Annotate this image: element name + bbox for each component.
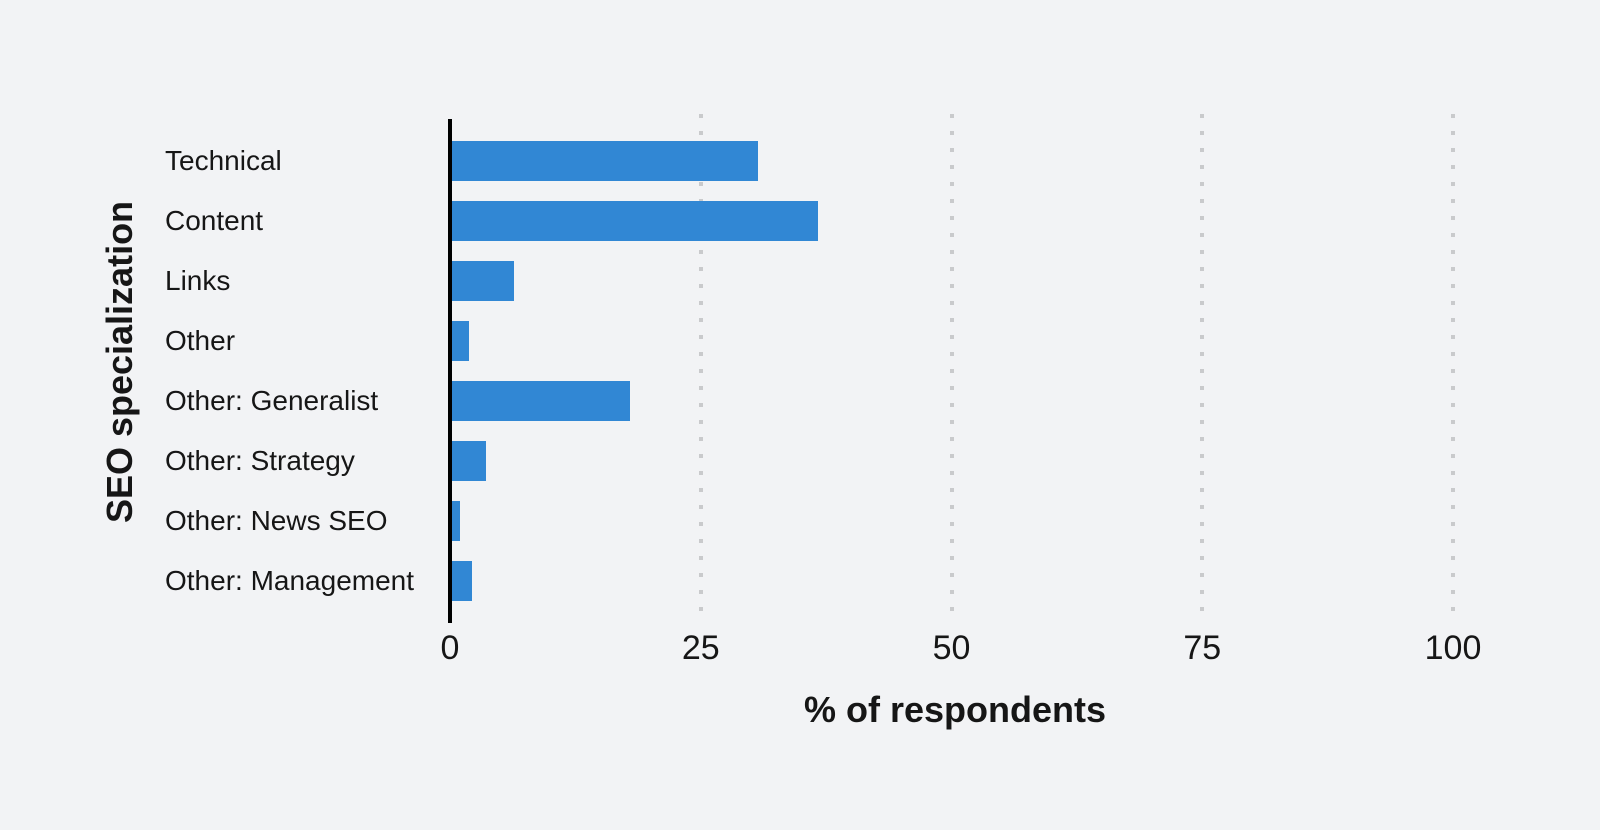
x-tick-label-100: 100 xyxy=(1424,629,1482,667)
bar xyxy=(452,501,461,541)
gridline-50 xyxy=(949,114,954,624)
bar xyxy=(452,441,487,481)
category-label: Technical xyxy=(165,145,282,176)
x-tick-label-50: 50 xyxy=(932,629,971,667)
bar xyxy=(452,561,473,601)
category-label: Other: Management xyxy=(165,565,415,596)
x-tick-label-25: 25 xyxy=(681,629,720,667)
category-label: Links xyxy=(165,265,231,296)
gridline-25 xyxy=(698,114,703,624)
x-tick-label-0: 0 xyxy=(440,629,460,667)
zero-axis-line xyxy=(448,119,452,623)
category-label: Other: News SEO xyxy=(165,505,388,536)
bar xyxy=(452,381,630,421)
x-tick-label-75: 75 xyxy=(1183,629,1222,667)
gridline-75 xyxy=(1200,114,1205,624)
gridline-100 xyxy=(1451,114,1455,624)
bar xyxy=(452,141,758,181)
y-axis-title: SEO specialization xyxy=(99,200,140,524)
bar xyxy=(452,261,515,301)
category-label: Content xyxy=(165,205,264,236)
bar xyxy=(452,201,819,241)
bar xyxy=(452,321,470,361)
category-label: Other: Strategy xyxy=(165,445,355,476)
category-label: Other xyxy=(165,325,236,356)
x-axis-title: % of respondents xyxy=(803,689,1107,730)
category-label: Other: Generalist xyxy=(165,385,379,416)
